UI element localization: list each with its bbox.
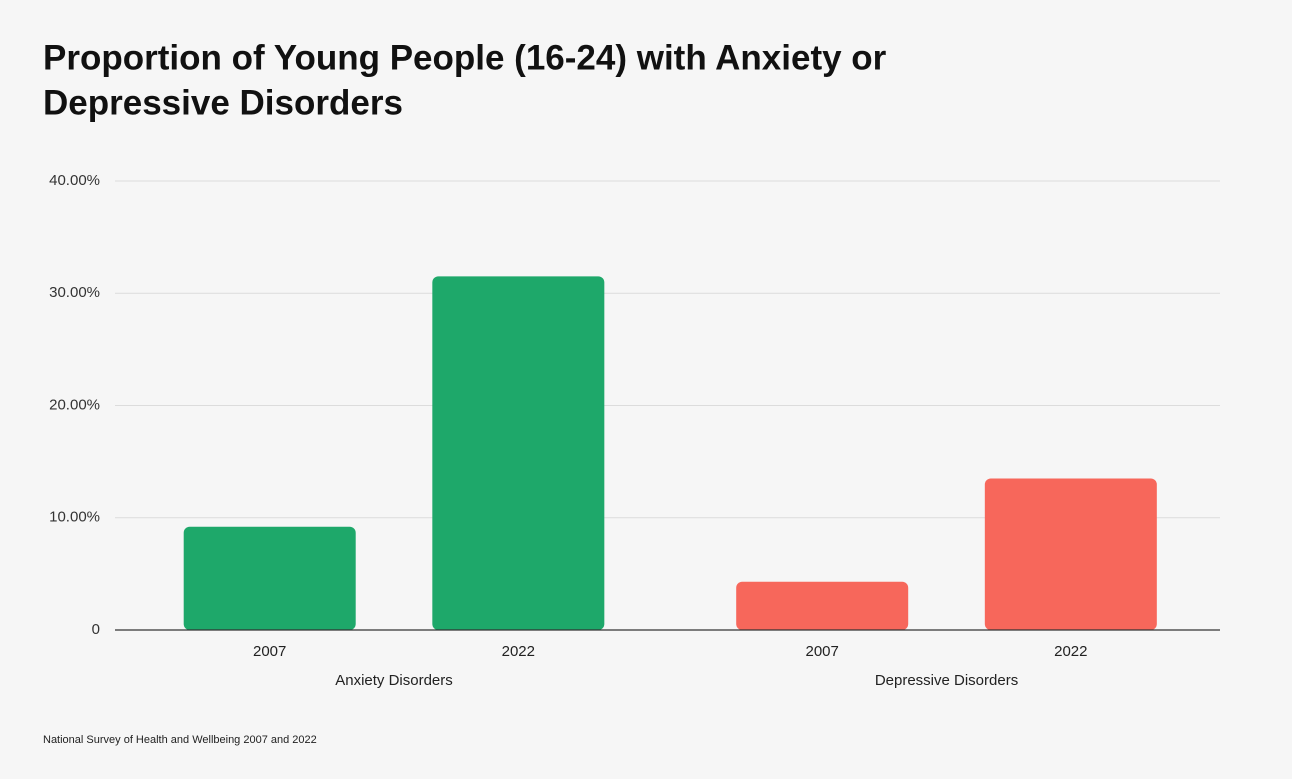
x-tick-label: 2007 (806, 643, 839, 660)
y-tick-label: 30.00% (49, 284, 100, 301)
group-label: Depressive Disorders (875, 672, 1018, 689)
chart-title: Proportion of Young People (16-24) with … (43, 38, 887, 77)
bar (736, 581, 909, 630)
bar (432, 276, 605, 630)
bar (984, 478, 1157, 630)
chart-title: Depressive Disorders (43, 83, 403, 122)
y-tick-label: 40.00% (49, 172, 100, 189)
y-tick-label: 0 (92, 621, 100, 638)
source-note: National Survey of Health and Wellbeing … (43, 734, 317, 746)
x-tick-label: 2022 (502, 643, 535, 660)
bar (183, 526, 356, 630)
group-label: Anxiety Disorders (335, 672, 453, 689)
x-tick-label: 2007 (253, 643, 286, 660)
y-tick-label: 20.00% (49, 396, 100, 413)
y-tick-label: 10.00% (49, 509, 100, 526)
x-tick-label: 2022 (1054, 643, 1087, 660)
